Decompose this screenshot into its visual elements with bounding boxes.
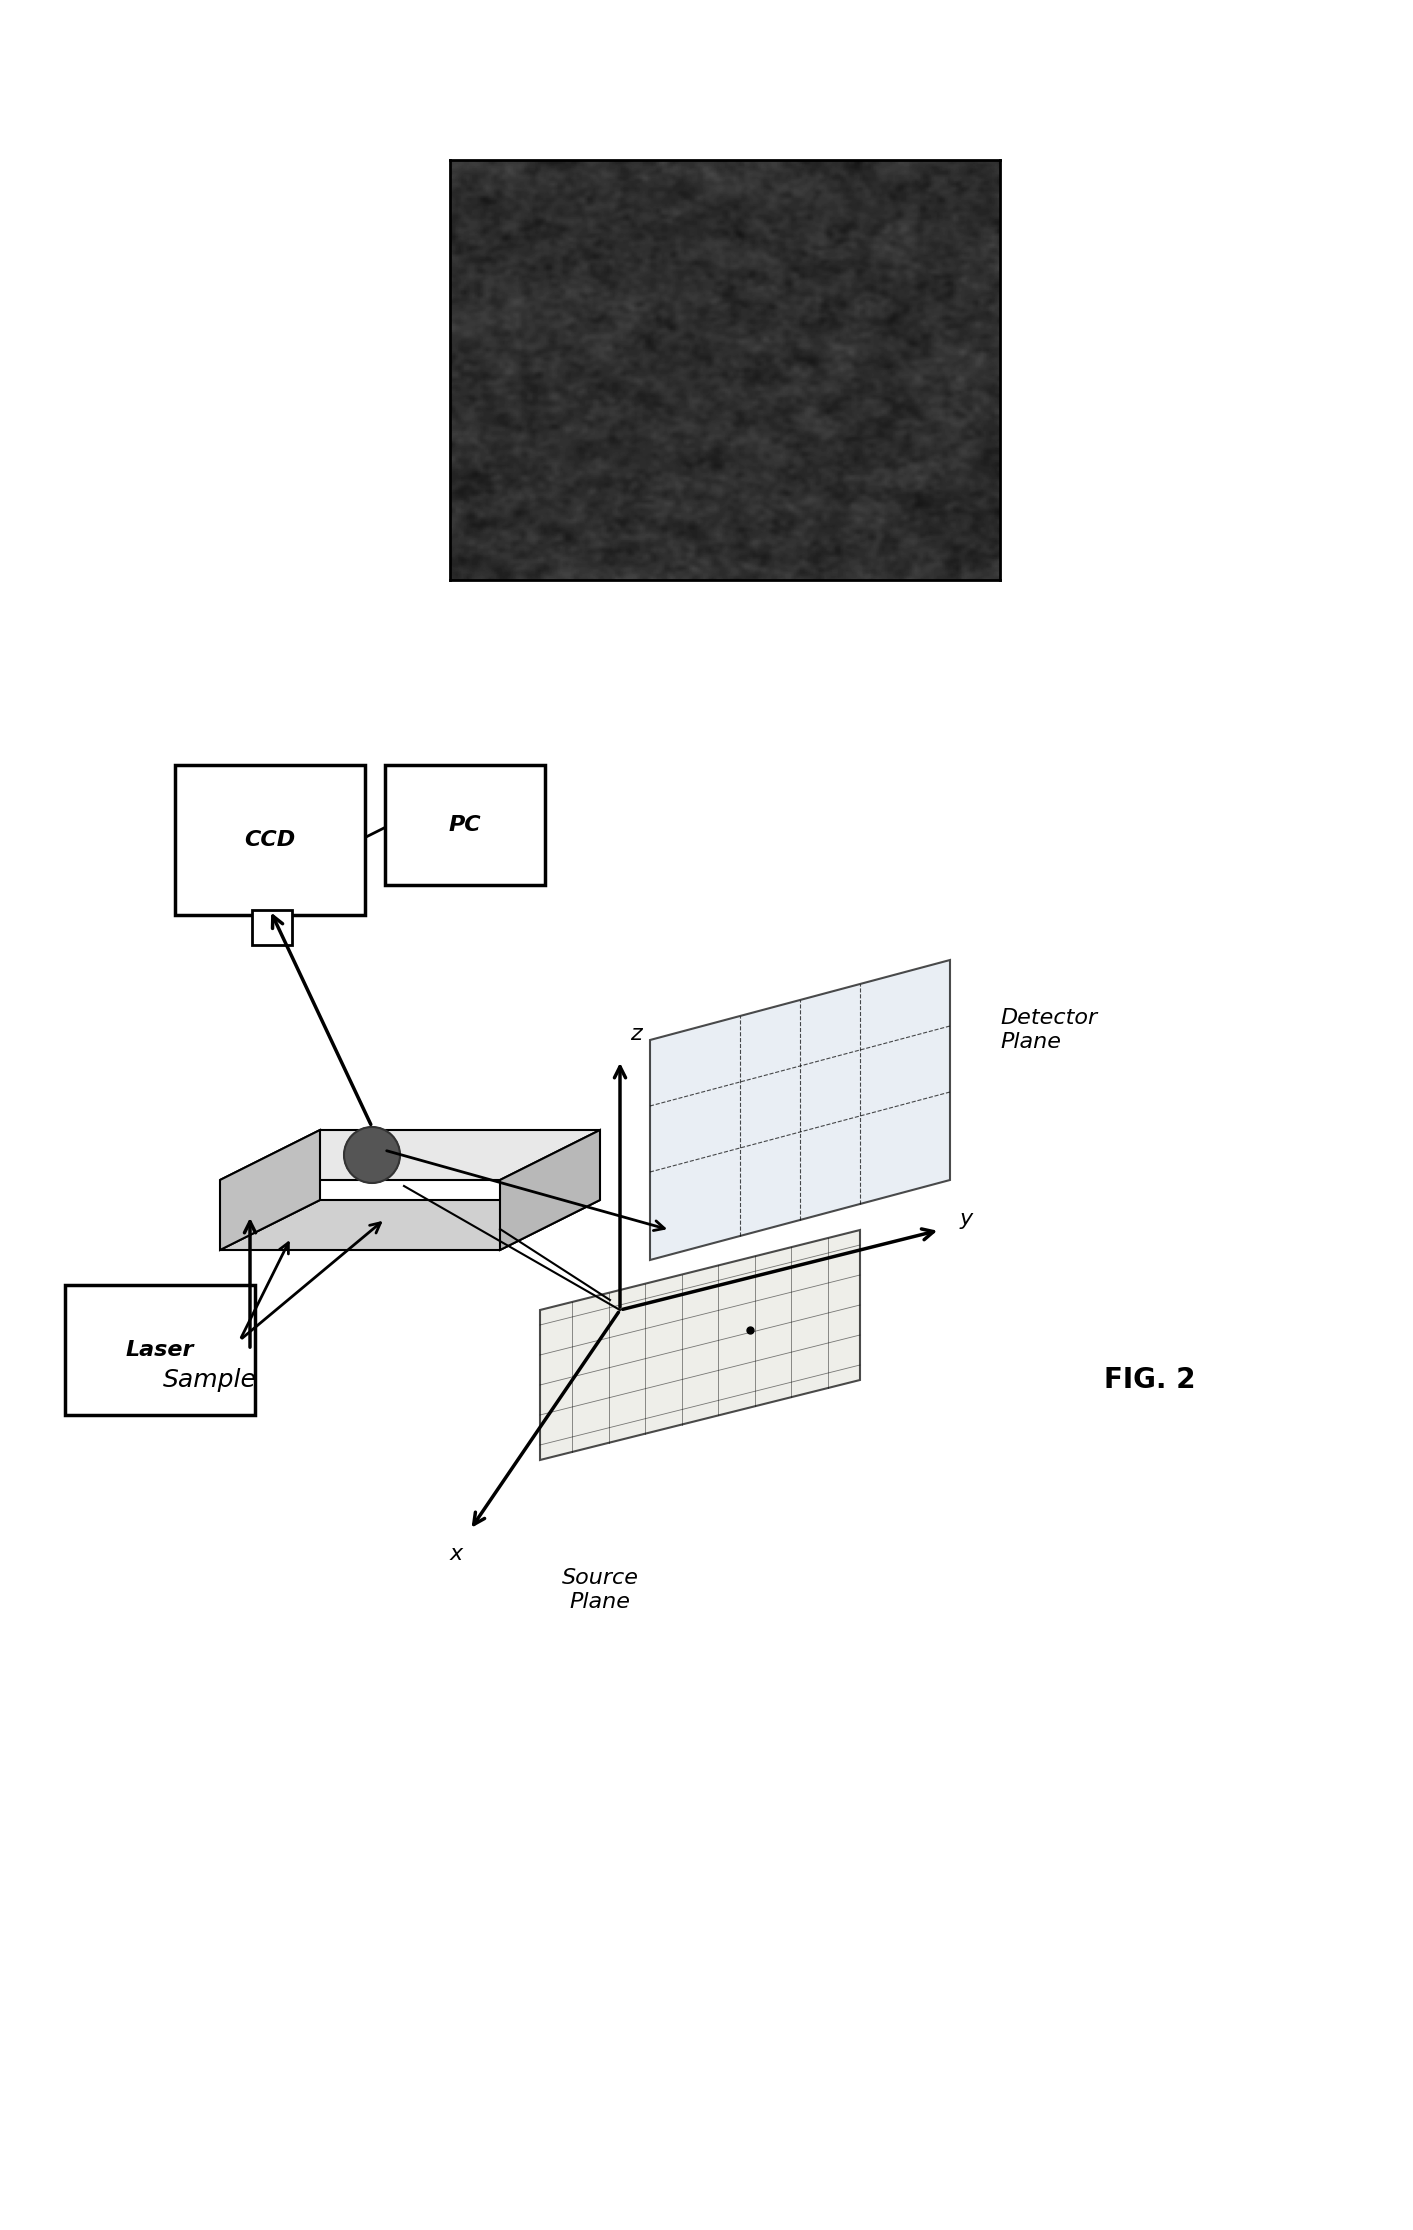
Polygon shape: [540, 1231, 861, 1461]
FancyBboxPatch shape: [384, 765, 545, 885]
Text: x: x: [449, 1543, 463, 1563]
Polygon shape: [220, 1131, 319, 1251]
Text: Sample: Sample: [162, 1367, 257, 1392]
Text: Source
Plane: Source Plane: [561, 1568, 639, 1612]
Text: Detector
Plane: Detector Plane: [1000, 1008, 1096, 1053]
Circle shape: [343, 1126, 400, 1182]
Polygon shape: [220, 1200, 601, 1251]
FancyBboxPatch shape: [175, 765, 365, 914]
Text: y: y: [959, 1209, 974, 1229]
Text: z: z: [630, 1024, 642, 1044]
Text: FIG. 2: FIG. 2: [1104, 1367, 1195, 1394]
Text: CCD: CCD: [244, 830, 295, 850]
Polygon shape: [220, 1131, 601, 1180]
Polygon shape: [650, 959, 950, 1260]
FancyBboxPatch shape: [65, 1284, 254, 1416]
Text: Laser: Laser: [126, 1340, 194, 1360]
Bar: [252, 910, 292, 946]
Text: PC: PC: [449, 814, 482, 834]
Polygon shape: [500, 1131, 601, 1251]
